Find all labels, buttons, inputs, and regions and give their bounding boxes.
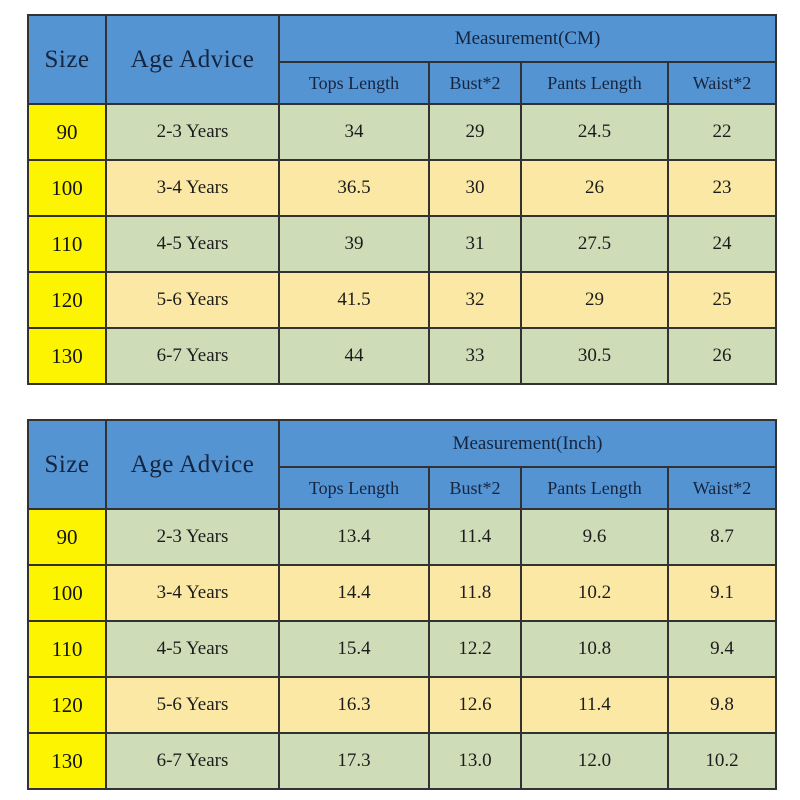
column-header-pants-length: Pants Length [520,61,669,105]
table-row: 130 6-7 Years 17.3 13.0 12.0 10.2 [27,732,778,790]
age-advice-cell: 6-7 Years [105,732,280,790]
tops-length-cell: 44 [278,327,430,385]
waist-cell: 24 [666,215,778,273]
table-row: 90 2-3 Years 13.4 11.4 9.6 8.7 [27,508,778,566]
bust-cell: 29 [428,103,522,161]
age-advice-cell: 2-3 Years [105,508,280,566]
size-cell: 90 [27,103,107,161]
column-header-size: Size [27,14,107,105]
size-cell: 120 [27,676,107,734]
pants-length-cell: 9.6 [520,508,669,566]
column-header-size: Size [27,419,107,510]
pants-length-cell: 26 [520,159,669,217]
waist-cell: 22 [666,103,778,161]
column-header-measurement-cm: Measurement(CM) [277,14,778,63]
bust-cell: 11.4 [428,508,522,566]
bust-cell: 12.6 [428,676,522,734]
table-row: 100 3-4 Years 36.5 30 26 23 [27,159,778,217]
table-row: 110 4-5 Years 39 31 27.5 24 [27,215,778,273]
age-advice-cell: 4-5 Years [105,215,280,273]
column-header-tops-length: Tops Length [278,466,430,510]
pants-length-cell: 11.4 [520,676,669,734]
age-advice-cell: 6-7 Years [105,327,280,385]
tops-length-cell: 34 [278,103,430,161]
bust-cell: 13.0 [428,732,522,790]
column-header-tops-length: Tops Length [278,61,430,105]
tops-length-cell: 13.4 [278,508,430,566]
bust-cell: 33 [428,327,522,385]
bust-cell: 31 [428,215,522,273]
column-header-waist: Waist*2 [666,61,778,105]
column-header-waist: Waist*2 [666,466,778,510]
age-advice-cell: 3-4 Years [105,159,280,217]
age-advice-cell: 5-6 Years [105,271,280,329]
size-cell: 120 [27,271,107,329]
pants-length-cell: 10.2 [520,564,669,622]
column-header-bust: Bust*2 [428,61,522,105]
waist-cell: 23 [666,159,778,217]
column-header-pants-length: Pants Length [520,466,669,510]
size-chart-cm: Size Age Advice Measurement(CM) Tops Len… [27,14,778,385]
table-row: 100 3-4 Years 14.4 11.8 10.2 9.1 [27,564,778,622]
table-body: 90 2-3 Years 34 29 24.5 22 100 3-4 Years 36.5 30 2… [27,103,778,385]
pants-length-cell: 29 [520,271,669,329]
waist-cell: 9.1 [666,564,778,622]
table-header: Size Age Advice Measurement(CM) Tops Len… [27,14,778,105]
bust-cell: 30 [428,159,522,217]
age-advice-cell: 5-6 Years [105,676,280,734]
table-body: 90 2-3 Years 13.4 11.4 9.6 8.7 100 3-4 Years 14.… [27,508,778,790]
age-advice-cell: 3-4 Years [105,564,280,622]
tops-length-cell: 15.4 [278,620,430,678]
waist-cell: 9.8 [666,676,778,734]
table-row: 110 4-5 Years 15.4 12.2 10.8 9.4 [27,620,778,678]
tops-length-cell: 17.3 [278,732,430,790]
column-header-age-advice: Age Advice [105,419,280,510]
size-chart-inch: Size Age Advice Measurement(Inch) Tops L… [27,419,778,790]
bust-cell: 12.2 [428,620,522,678]
waist-cell: 9.4 [666,620,778,678]
table-header: Size Age Advice Measurement(Inch) Tops L… [27,419,778,510]
pants-length-cell: 30.5 [520,327,669,385]
pants-length-cell: 10.8 [520,620,669,678]
waist-cell: 10.2 [666,732,778,790]
size-table-cm: Size Age Advice Measurement(CM) Tops Len… [27,14,778,385]
tops-length-cell: 16.3 [278,676,430,734]
size-cell: 110 [27,620,107,678]
table-row: 120 5-6 Years 41.5 32 29 25 [27,271,778,329]
age-advice-cell: 2-3 Years [105,103,280,161]
pants-length-cell: 27.5 [520,215,669,273]
size-table-inch: Size Age Advice Measurement(Inch) Tops L… [27,419,778,790]
size-cell: 90 [27,508,107,566]
waist-cell: 26 [666,327,778,385]
tops-length-cell: 14.4 [278,564,430,622]
tops-length-cell: 41.5 [278,271,430,329]
pants-length-cell: 12.0 [520,732,669,790]
size-cell: 130 [27,732,107,790]
waist-cell: 8.7 [666,508,778,566]
size-cell: 110 [27,215,107,273]
bust-cell: 32 [428,271,522,329]
bust-cell: 11.8 [428,564,522,622]
tops-length-cell: 39 [278,215,430,273]
size-cell: 100 [27,564,107,622]
age-advice-cell: 4-5 Years [105,620,280,678]
column-header-age-advice: Age Advice [105,14,280,105]
table-row: 120 5-6 Years 16.3 12.6 11.4 9.8 [27,676,778,734]
table-row: 130 6-7 Years 44 33 30.5 26 [27,327,778,385]
table-row: 90 2-3 Years 34 29 24.5 22 [27,103,778,161]
pants-length-cell: 24.5 [520,103,669,161]
waist-cell: 25 [666,271,778,329]
column-header-bust: Bust*2 [428,466,522,510]
tops-length-cell: 36.5 [278,159,430,217]
size-cell: 130 [27,327,107,385]
size-cell: 100 [27,159,107,217]
column-header-measurement-inch: Measurement(Inch) [277,419,778,468]
